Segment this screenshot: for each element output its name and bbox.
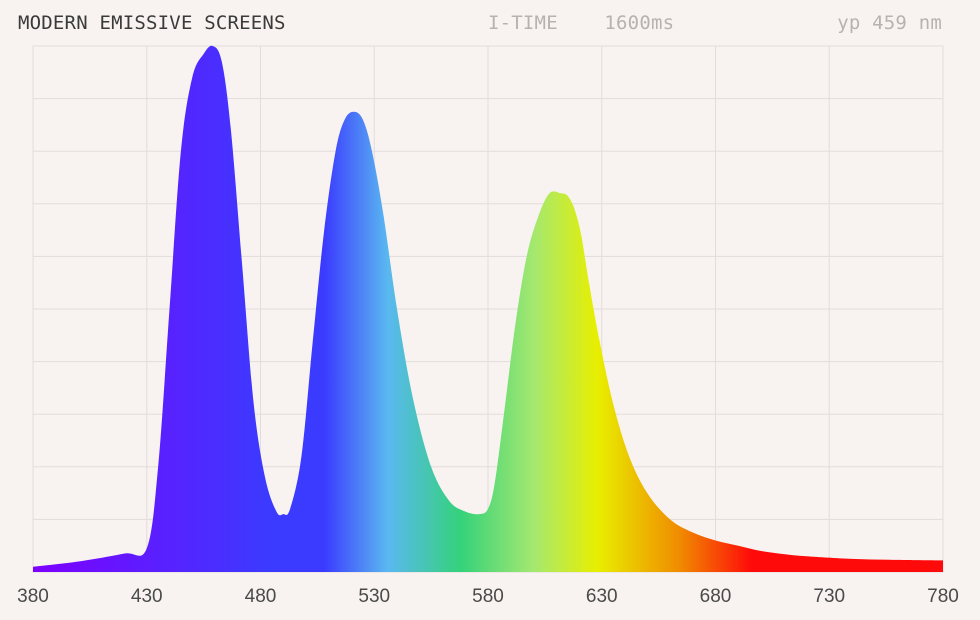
- spectrum-area: [33, 45, 943, 573]
- x-tick-label: 480: [245, 586, 277, 607]
- x-tick-label: 630: [586, 586, 618, 607]
- yp-label: yp: [837, 12, 861, 34]
- yp-value: 459 nm: [872, 12, 942, 34]
- x-tick-label: 580: [472, 586, 504, 607]
- x-tick-label: 730: [813, 586, 845, 607]
- peak-wavelength-readout: yp 459 nm: [837, 12, 942, 34]
- x-tick-label: 530: [358, 586, 390, 607]
- x-tick-label: 680: [700, 586, 732, 607]
- itime-label: I-TIME: [488, 12, 558, 34]
- x-tick-label: 380: [17, 586, 49, 607]
- integration-time-readout: I-TIME 1600ms: [488, 12, 674, 34]
- x-tick-label: 780: [927, 586, 959, 607]
- x-tick-label: 430: [131, 586, 163, 607]
- chart-title: MODERN EMISSIVE SCREENS: [18, 12, 286, 34]
- itime-value: 1600ms: [604, 12, 675, 34]
